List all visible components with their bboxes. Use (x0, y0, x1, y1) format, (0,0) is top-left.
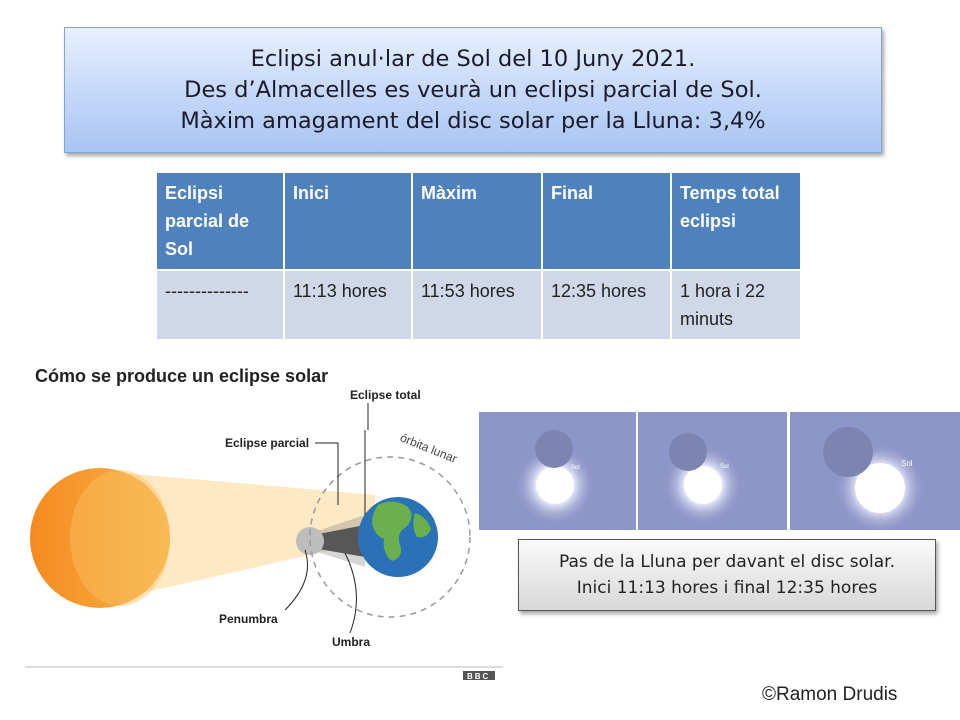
table-header-row: Eclipsi parcial de Sol Inici Màxim Final… (157, 173, 800, 269)
umbra-cone (313, 525, 365, 557)
table-header: Inici (285, 173, 411, 269)
sun-label: Sol (901, 459, 913, 468)
label-eclipse-total: Eclipse total (350, 388, 421, 402)
title-line-2: Des d’Almacelles es veurà un eclipsi par… (184, 76, 762, 103)
sun (30, 468, 170, 608)
table-cell: -------------- (157, 271, 283, 339)
penumbra-shade (305, 515, 365, 567)
eclipse-times-table: Eclipsi parcial de Sol Inici Màxim Final… (155, 171, 802, 341)
label-eclipse-parcial: Eclipse parcial (225, 436, 309, 450)
table-header: Eclipsi parcial de Sol (157, 173, 283, 269)
sun-label: Sol (720, 464, 729, 470)
eclipse-photo-1: Sol (479, 412, 636, 530)
author-credit: ©Ramon Drudis (762, 684, 898, 705)
earth-land (372, 501, 412, 561)
table-header: Final (543, 173, 670, 269)
label-orbita-lunar: órbita lunar (398, 430, 459, 465)
table-cell: 11:53 hores (413, 271, 541, 339)
label-umbra: Umbra (332, 635, 370, 649)
lunar-orbit (309, 456, 471, 618)
table-cell: 12:35 hores (543, 271, 670, 339)
photo-caption: Pas de la Lluna per davant el disc solar… (518, 539, 936, 611)
table-cell: 11:13 hores (285, 271, 411, 339)
title-line-3: Màxim amagament del disc solar per la Ll… (180, 107, 766, 134)
table-cell: 1 hora i 22 minuts (672, 271, 800, 339)
sun-label: Sol (571, 465, 580, 471)
caption-line-2: Inici 11:13 hores i final 12:35 hores (576, 578, 878, 598)
eclipse-photo-strip: Sol Sol Sol (479, 412, 960, 530)
table-header: Màxim (413, 173, 541, 269)
label-penumbra: Penumbra (219, 612, 278, 626)
diagram-title: Cómo se produce un eclipse solar (35, 366, 328, 386)
diagram-source: BBC (467, 672, 490, 681)
table-row: -------------- 11:13 hores 11:53 hores 1… (157, 271, 800, 339)
eclipse-photo-3: Sol (790, 412, 960, 530)
sun-highlight (70, 470, 170, 606)
title-box: Eclipsi anul·lar de Sol del 10 Juny 2021… (64, 27, 882, 153)
eclipse-photo-2: Sol (638, 412, 787, 530)
earth-land-east (413, 513, 431, 538)
caption-line-1: Pas de la Lluna per davant el disc solar… (558, 552, 896, 572)
table-header: Temps total eclipsi (672, 173, 800, 269)
eclipse-diagram: Cómo se produce un eclipse solar Eclipse… (25, 366, 503, 681)
title-line-1: Eclipsi anul·lar de Sol del 10 Juny 2021… (250, 45, 696, 72)
